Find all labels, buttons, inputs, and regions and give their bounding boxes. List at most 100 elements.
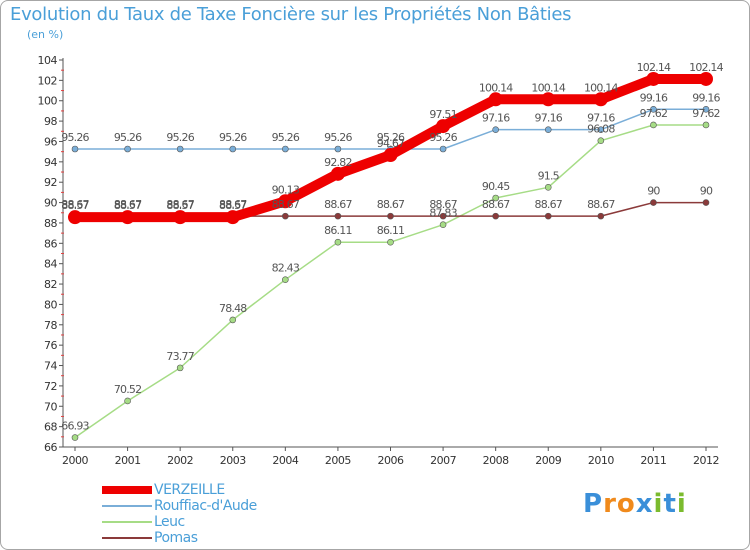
data-label: 95.26 bbox=[166, 131, 194, 144]
data-label: 99.16 bbox=[692, 91, 720, 104]
data-label: 102.14 bbox=[689, 61, 723, 74]
x-tick-label: 2008 bbox=[483, 454, 509, 467]
data-point bbox=[383, 148, 398, 163]
data-point bbox=[650, 105, 657, 113]
data-label: 88.67 bbox=[482, 198, 510, 211]
y-tick-label: 96 bbox=[44, 135, 57, 148]
data-point bbox=[597, 137, 605, 144]
data-label: 96.08 bbox=[587, 123, 615, 136]
y-tick-label: 68 bbox=[44, 421, 57, 434]
x-tick-label: 2000 bbox=[62, 454, 88, 467]
y-tick-label: 90 bbox=[44, 197, 57, 210]
logo-letter: i bbox=[676, 489, 687, 519]
data-label: 95.26 bbox=[429, 131, 457, 144]
data-point bbox=[650, 199, 657, 206]
data-label: 95.26 bbox=[324, 131, 352, 144]
data-point bbox=[702, 199, 710, 206]
data-point bbox=[650, 121, 657, 129]
data-label: 90.45 bbox=[482, 180, 510, 193]
y-tick-label: 78 bbox=[44, 319, 57, 332]
data-label: 88.67 bbox=[587, 198, 615, 211]
legend-label: Pomas bbox=[154, 530, 198, 546]
x-tick-label: 2006 bbox=[378, 454, 404, 467]
data-point bbox=[439, 145, 447, 153]
data-point bbox=[71, 434, 79, 441]
data-point bbox=[282, 276, 289, 283]
x-tick-label: 2005 bbox=[325, 454, 351, 467]
data-label: 88.67 bbox=[114, 198, 142, 211]
data-label: 97.16 bbox=[587, 112, 615, 125]
data-label: 95.26 bbox=[114, 131, 142, 144]
data-point bbox=[544, 126, 552, 133]
data-point bbox=[120, 210, 135, 225]
data-point bbox=[124, 145, 131, 153]
x-tick-label: 2011 bbox=[640, 454, 666, 467]
y-tick-label: 80 bbox=[44, 298, 57, 311]
data-point bbox=[646, 71, 661, 86]
data-point bbox=[229, 316, 237, 324]
data-label: 92.82 bbox=[324, 156, 352, 169]
x-tick-label: 2001 bbox=[115, 454, 141, 467]
data-label: 82.43 bbox=[272, 262, 300, 275]
legend-label: Leuc bbox=[154, 514, 185, 530]
data-point bbox=[334, 212, 342, 220]
data-point bbox=[278, 194, 293, 209]
data-label: 87.83 bbox=[429, 207, 457, 220]
data-point bbox=[597, 212, 605, 220]
logo-letter: r bbox=[603, 489, 617, 519]
data-label: 66.93 bbox=[61, 420, 89, 433]
data-point bbox=[699, 71, 713, 86]
data-label: 97.62 bbox=[640, 107, 668, 120]
data-point bbox=[387, 238, 394, 246]
data-point bbox=[71, 145, 79, 153]
data-label: 100.14 bbox=[531, 81, 565, 94]
y-tick-label: 66 bbox=[44, 441, 57, 454]
data-label: 95.26 bbox=[377, 131, 405, 144]
y-tick-label: 100 bbox=[38, 95, 58, 108]
data-point bbox=[173, 210, 188, 225]
data-point bbox=[225, 210, 240, 225]
y-tick-label: 102 bbox=[38, 74, 58, 87]
data-label: 102.14 bbox=[637, 61, 671, 74]
x-tick-label: 2004 bbox=[272, 454, 298, 467]
data-point bbox=[492, 212, 499, 220]
data-label: 86.11 bbox=[377, 224, 405, 237]
data-label: 88.67 bbox=[535, 198, 563, 211]
data-label: 88.57 bbox=[166, 199, 194, 212]
data-point bbox=[439, 221, 447, 228]
data-label: 88.67 bbox=[429, 198, 457, 211]
data-label: 99.16 bbox=[640, 91, 668, 104]
data-label: 86.11 bbox=[324, 224, 352, 237]
data-label: 88.67 bbox=[272, 198, 300, 211]
data-label: 95.26 bbox=[219, 131, 247, 144]
data-point bbox=[282, 212, 289, 220]
legend-swatch bbox=[102, 521, 152, 523]
y-tick-label: 94 bbox=[44, 156, 57, 169]
data-label: 88.67 bbox=[166, 198, 194, 211]
data-point bbox=[541, 92, 556, 107]
data-point bbox=[702, 105, 710, 113]
y-tick-label: 74 bbox=[44, 360, 57, 373]
data-label: 90.13 bbox=[272, 183, 300, 196]
legend-swatch bbox=[102, 505, 152, 507]
x-tick-label: 2002 bbox=[167, 454, 193, 467]
data-point bbox=[334, 238, 342, 246]
y-tick-label: 82 bbox=[44, 278, 57, 291]
data-label: 100.14 bbox=[479, 81, 513, 94]
data-label: 100.14 bbox=[584, 81, 618, 94]
data-point bbox=[282, 145, 289, 153]
data-point bbox=[702, 121, 710, 129]
data-point bbox=[387, 212, 394, 220]
data-point bbox=[176, 145, 184, 153]
data-label: 70.52 bbox=[114, 383, 142, 396]
x-tick-label: 2003 bbox=[220, 454, 246, 467]
y-tick-label: 72 bbox=[44, 380, 57, 393]
data-label: 95.26 bbox=[272, 131, 300, 144]
data-label: 88.67 bbox=[324, 198, 352, 211]
data-label: 88.57 bbox=[219, 199, 247, 212]
x-tick-label: 2010 bbox=[588, 454, 614, 467]
data-point bbox=[439, 212, 447, 220]
data-point bbox=[544, 212, 552, 220]
data-label: 97.16 bbox=[482, 112, 510, 125]
